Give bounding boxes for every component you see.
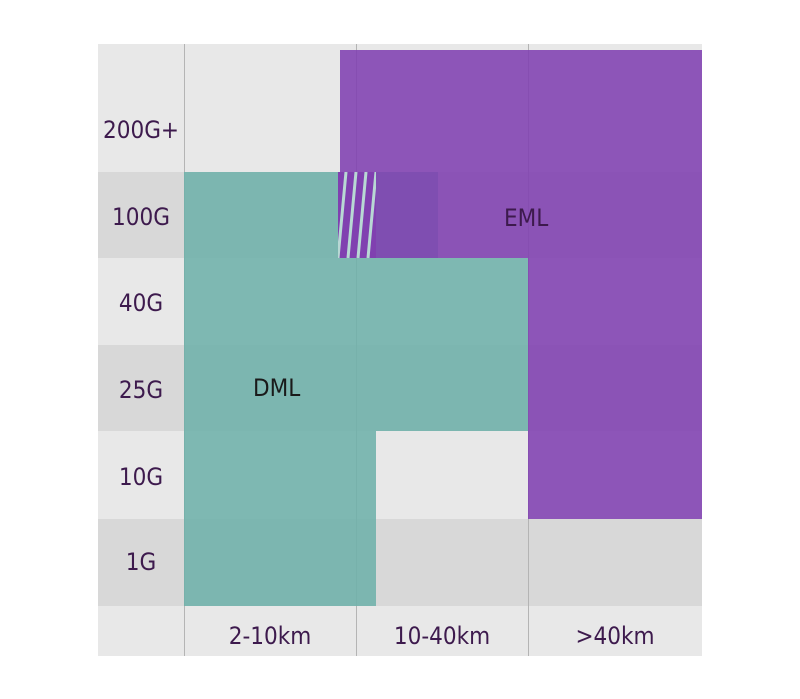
x-label-2-10km: 2-10km (228, 622, 312, 650)
x-label-10-40km: 10-40km (393, 622, 491, 650)
dml-label: DML (253, 374, 301, 402)
y-label-40g: 40G (118, 289, 164, 317)
y-label-25g: 25G (118, 376, 164, 404)
eml-label: EML (504, 204, 549, 232)
eml-region-10g-40g (528, 258, 702, 519)
y-label-100g: 100G (112, 203, 170, 231)
dml-region-1g-10g (184, 431, 376, 606)
y-label-200g: 200G+ (102, 116, 180, 144)
diagram-frame: DML EML 200G+ 100G 40G 25G 10G 1G 2-10km… (98, 44, 702, 656)
eml-region-100g (376, 172, 702, 258)
x-label-40km-plus: >40km (575, 622, 655, 650)
dml-region-25g-40g (184, 258, 528, 431)
y-label-10g: 10G (118, 463, 164, 491)
eml-region-200g (340, 50, 702, 172)
overlap-hatch (338, 172, 376, 258)
x-axis-band (98, 606, 702, 656)
y-label-1g: 1G (125, 548, 157, 576)
